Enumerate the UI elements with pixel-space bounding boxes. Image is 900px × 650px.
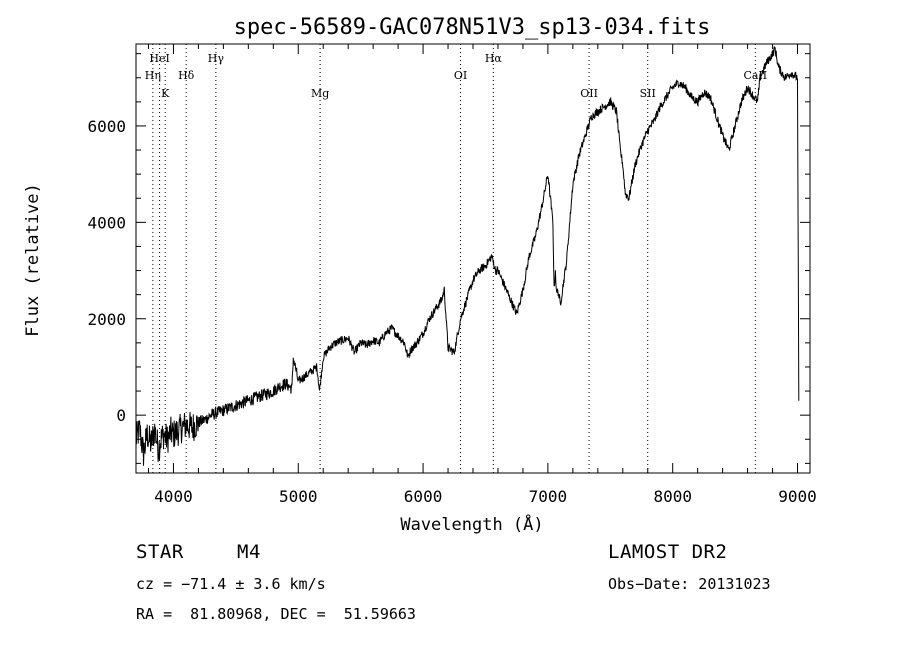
- spectrum-series: [135, 46, 800, 466]
- x-tick-label: 8000: [653, 487, 692, 506]
- spectral-line-label: SII: [640, 87, 656, 100]
- spectral-line-label: Hγ: [208, 52, 225, 65]
- spectral-line-label: OII: [580, 87, 598, 100]
- x-tick-label: 5000: [279, 487, 318, 506]
- y-tick-label: 6000: [87, 117, 126, 136]
- spectral-line-label: Hδ: [178, 69, 195, 82]
- x-tick-label: 7000: [529, 487, 568, 506]
- x-axis-label: Wavelength (Å): [400, 513, 543, 535]
- x-tick-label: 9000: [778, 487, 817, 506]
- spectral-line-markers: HeI Hη Hδ Hγ K Mg OI Hα OII SII CaII: [145, 44, 767, 473]
- spectral-line-label: K: [161, 87, 170, 100]
- subclass: M4: [237, 541, 261, 563]
- y-tick-label: 2000: [87, 310, 126, 329]
- survey-name: LAMOST DR2: [608, 541, 728, 563]
- y-tick-label: 0: [116, 406, 126, 425]
- spectral-line-label: HeI: [149, 52, 169, 65]
- y-tick-label: 4000: [87, 213, 126, 232]
- spectral-line-label: Hη: [145, 69, 161, 82]
- spectral-line-label: Hα: [485, 52, 503, 65]
- chart-title: spec-56589-GAC078N51V3_sp13-034.fits: [234, 15, 711, 40]
- object-class: STAR: [136, 541, 184, 563]
- spectral-line-label: OI: [454, 69, 467, 82]
- axis-ticks: 4000 5000 6000 7000 8000 9000 0 2000 4000 6000: [87, 44, 817, 506]
- x-tick-label: 6000: [404, 487, 443, 506]
- redshift-velocity: cz = −71.4 ± 3.6 km/s: [136, 575, 326, 593]
- coordinates: RA = 81.80968, DEC = 51.59663: [136, 605, 416, 623]
- y-axis-label: Flux (relative): [23, 183, 43, 337]
- observation-date: Obs−Date: 20131023: [608, 575, 771, 593]
- spectral-line-label: CaII: [743, 69, 767, 82]
- x-tick-label: 4000: [154, 487, 193, 506]
- spectral-line-label: Mg: [311, 87, 329, 100]
- spectrum-chart: spec-56589-GAC078N51V3_sp13-034.fits HeI…: [23, 15, 817, 535]
- flux-series-line: [135, 46, 800, 466]
